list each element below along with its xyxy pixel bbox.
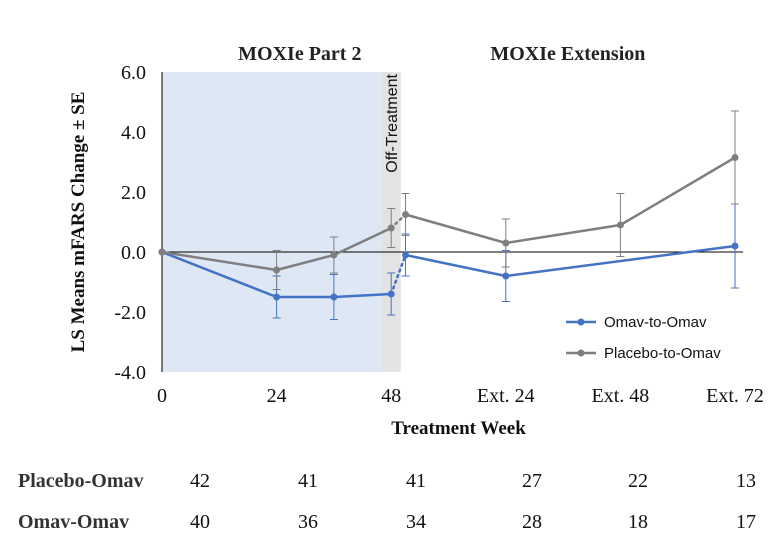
y-tick-labels: 6.0 4.0 2.0 0.0 -2.0 -4.0: [114, 62, 146, 384]
n-count: 13: [736, 470, 756, 492]
data-point-placebo: [273, 266, 281, 274]
data-point-placebo: [330, 251, 338, 259]
n-row-label: Placebo-Omav: [18, 470, 144, 492]
y-tick-label: 2.0: [121, 182, 146, 204]
line-segment-placebo: [161, 250, 277, 272]
line-segment-omav: [405, 253, 507, 278]
y-tick-label: -2.0: [114, 302, 146, 324]
x-tick-label: 48: [381, 385, 401, 407]
x-axis-title: Treatment Week: [391, 418, 526, 439]
line-segment-placebo: [619, 156, 736, 227]
data-point-placebo: [387, 224, 395, 232]
y-axis-title: LS Means mFARS Change ± SE: [68, 92, 89, 353]
x-tick-label: Ext. 24: [477, 385, 535, 407]
part2-background: [162, 72, 382, 372]
data-point-omav: [731, 242, 739, 250]
line-segment-omav: [333, 292, 392, 299]
n-count: 27: [522, 470, 542, 492]
n-count: 42: [190, 470, 210, 492]
data-point-omav: [330, 293, 338, 301]
line-segment-placebo: [405, 213, 507, 245]
n-table: Placebo-Omav 42 41 41 27 22 13 Omav-Omav 40 36 34 2…: [18, 470, 756, 533]
legend: Omav-to-Omav Placebo-to-Omav: [566, 314, 721, 362]
y-tick-label: 4.0: [121, 122, 146, 144]
x-tick-labels: 0 24 48 Ext. 24 Ext. 48 Ext. 72: [157, 385, 764, 407]
phase-label-part2: MOXIe Part 2: [238, 43, 361, 65]
y-tick-label: -4.0: [114, 362, 146, 384]
legend-marker-omav: [577, 318, 585, 326]
line-segment-omav: [505, 244, 736, 278]
y-tick-label: 0.0: [121, 242, 146, 264]
data-point-omav: [273, 293, 281, 301]
data-point-omav: [402, 251, 410, 259]
n-count: 40: [190, 511, 210, 533]
n-count: 41: [298, 470, 318, 492]
line-segment-omav: [161, 250, 278, 299]
phase-label-extension: MOXIe Extension: [490, 43, 645, 65]
legend-label-omav: Omav-to-Omav: [604, 314, 707, 331]
n-row-label: Omav-Omav: [18, 511, 129, 533]
n-count: 17: [736, 511, 756, 533]
data-point-placebo: [731, 154, 739, 161]
data-point-placebo: [616, 221, 624, 229]
data-point-omav: [502, 272, 510, 280]
line-segment-placebo: [505, 223, 621, 245]
data-point-omav: [387, 290, 395, 298]
x-tick-label: Ext. 48: [592, 385, 650, 407]
off-treatment-label: Off-Treatment: [384, 73, 401, 172]
x-tick-label: 24: [267, 385, 287, 407]
data-point-placebo: [502, 239, 510, 247]
legend-label-placebo: Placebo-to-Omav: [604, 345, 721, 362]
data-point-placebo: [158, 248, 166, 256]
line-segment-placebo: [333, 226, 392, 257]
n-count: 36: [298, 511, 318, 533]
n-count: 28: [522, 511, 542, 533]
legend-marker-placebo: [577, 349, 585, 357]
line-segment-placebo: [276, 253, 335, 272]
n-count: 34: [406, 511, 426, 533]
series-layer: [158, 110, 739, 320]
y-tick-label: 6.0: [121, 62, 146, 84]
n-count: 41: [406, 470, 426, 492]
n-count: 18: [628, 511, 648, 533]
dotted-segment-omav: [389, 253, 407, 296]
x-tick-label: 0: [157, 385, 167, 407]
n-count: 22: [628, 470, 648, 492]
data-point-placebo: [402, 211, 410, 218]
x-tick-label: Ext. 72: [706, 385, 764, 407]
